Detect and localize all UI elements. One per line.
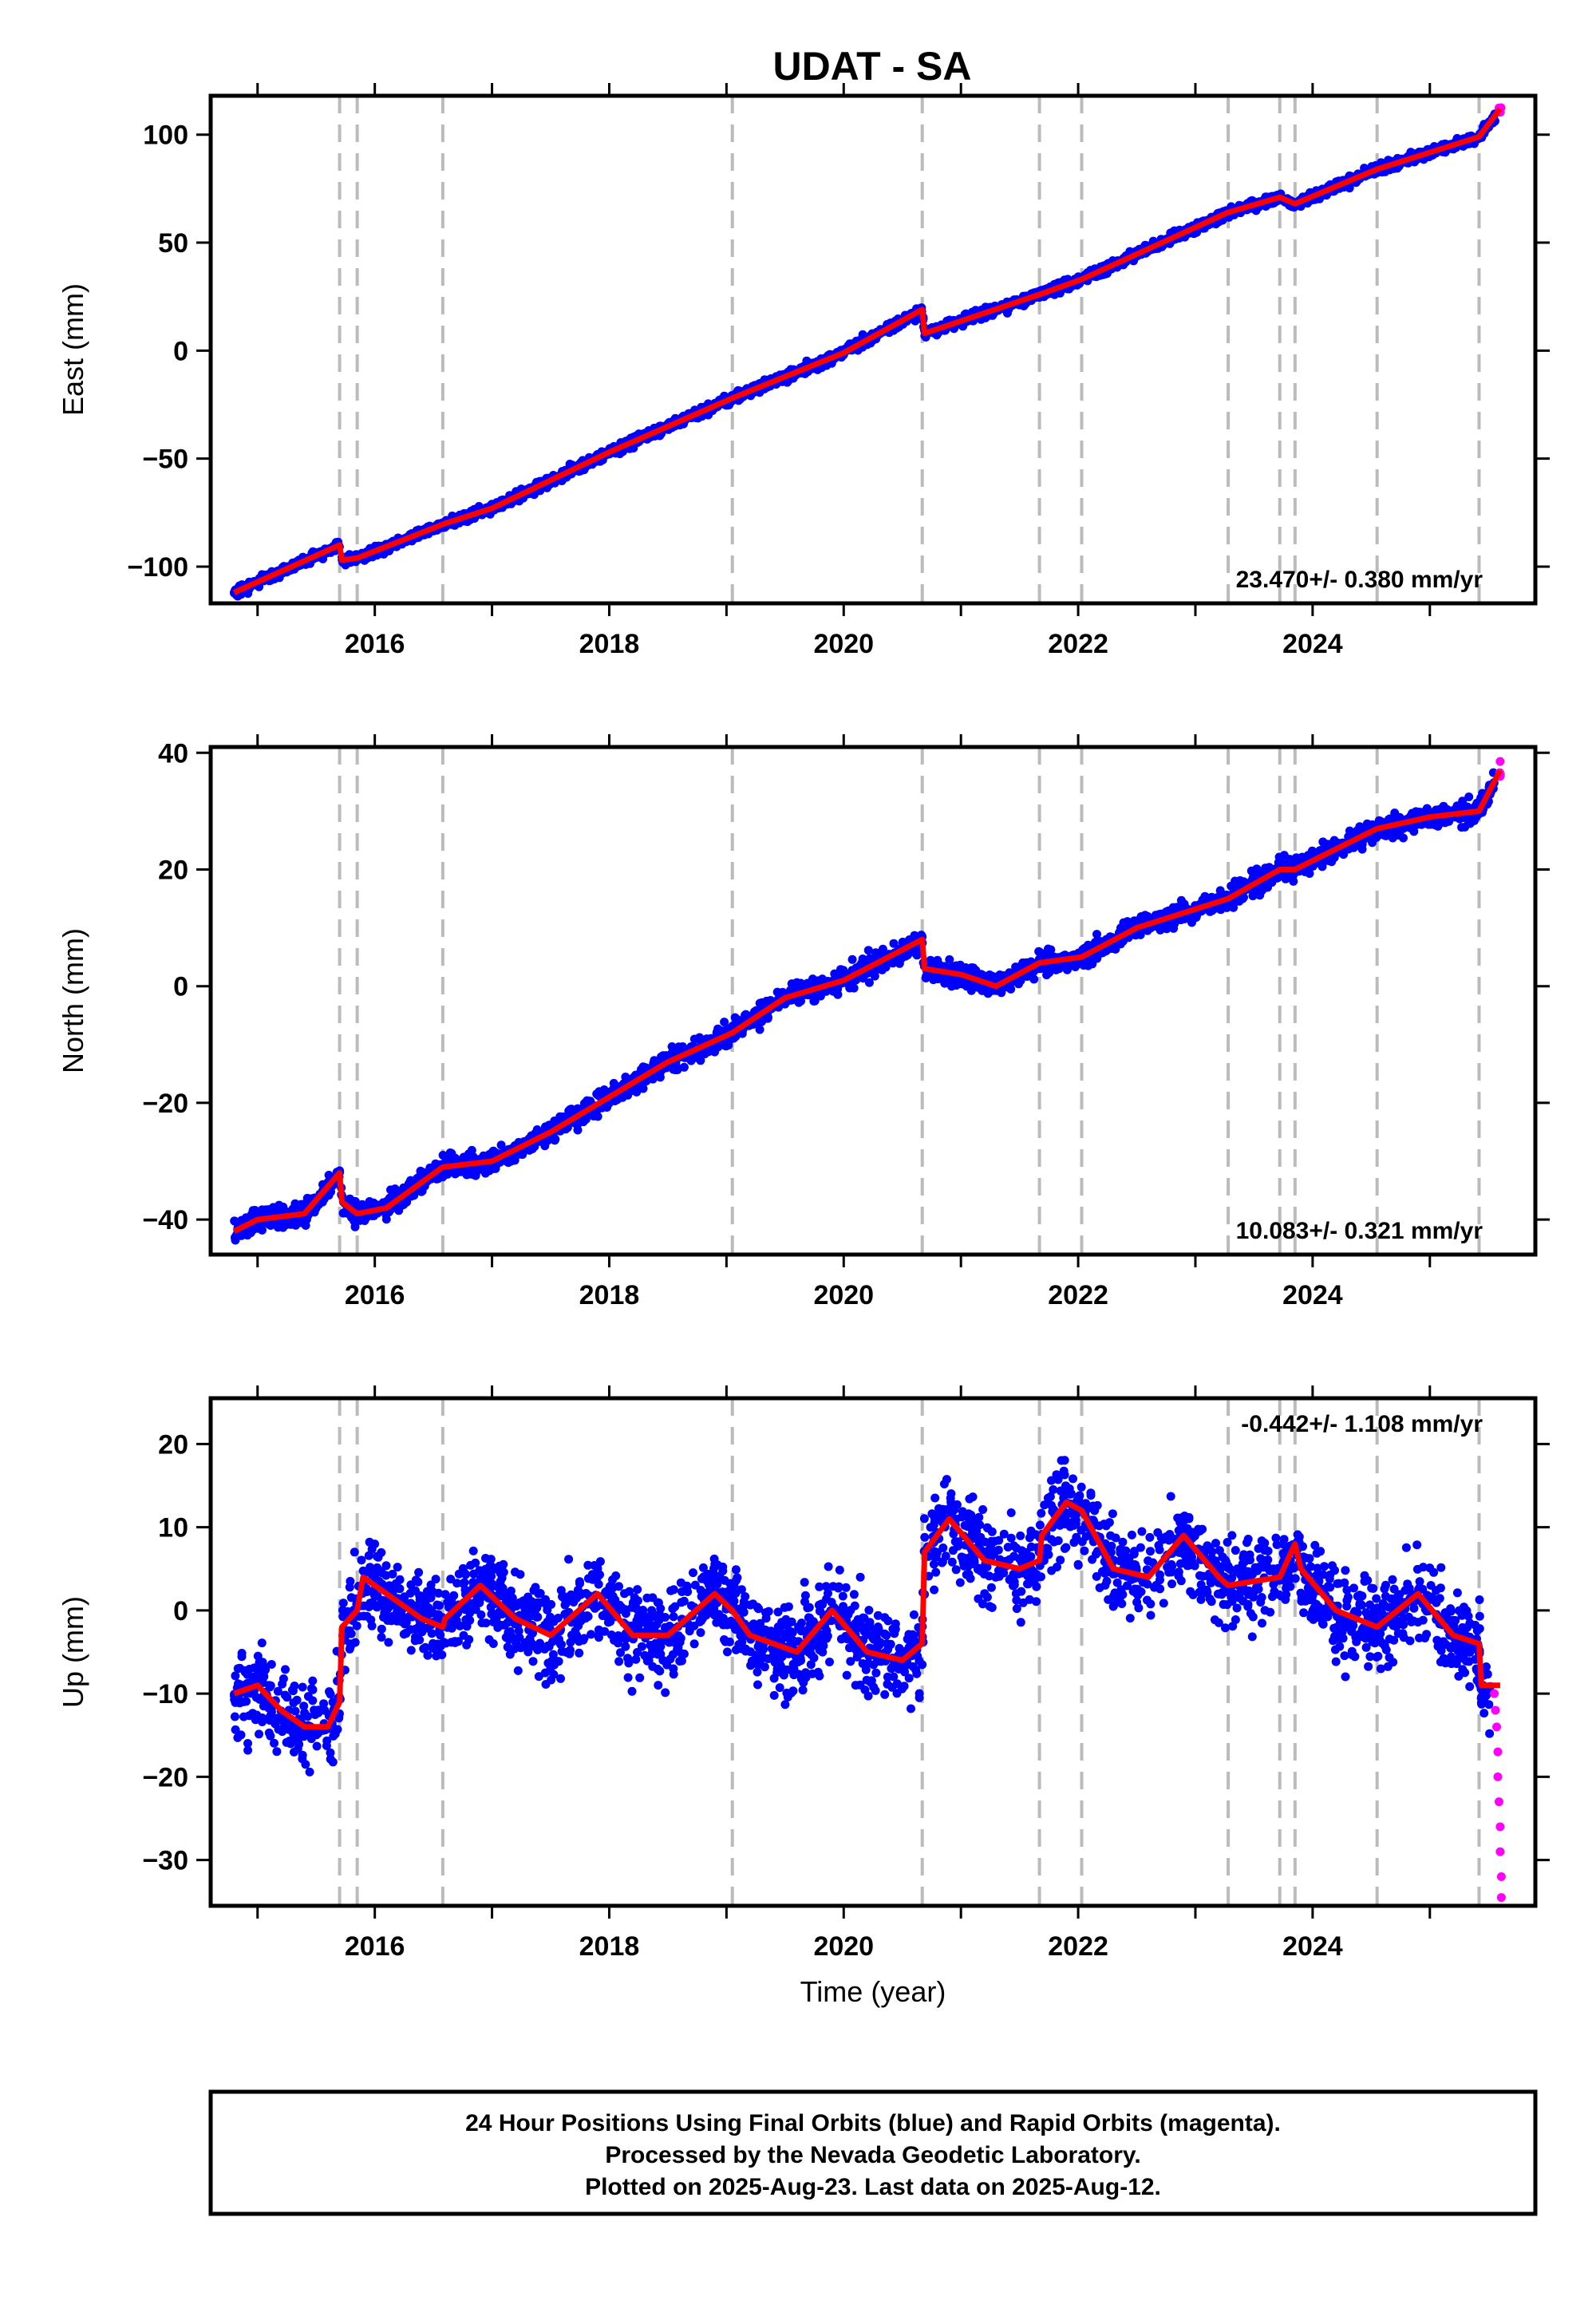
x-tick-label: 2022: [1048, 629, 1108, 659]
x-tick-label: 2024: [1282, 629, 1343, 659]
y-tick-label: 50: [158, 228, 188, 259]
panels: −100 −50 0 50 100 2016 2018 2020 2022 2024 East (m…: [57, 83, 1550, 2008]
y-tick-label: 0: [173, 336, 188, 366]
panel-1: −100 −50 0 50 100 2016 2018 2020 2022 2024 East (m…: [57, 83, 1550, 659]
final-point: [468, 1146, 476, 1155]
x-tick-label: 2016: [345, 629, 405, 659]
y-axis-label: East (mm): [57, 283, 89, 416]
final-point: [574, 1126, 583, 1135]
x-tick-label: 2020: [813, 629, 874, 659]
chart-title: UDAT - SA: [772, 44, 971, 89]
x-tick-label: 2018: [579, 629, 640, 659]
y-tick-label: −50: [142, 445, 188, 475]
final-point: [724, 1041, 733, 1049]
final-point: [1280, 851, 1289, 860]
final-point: [756, 1026, 764, 1034]
rate-label: 23.470+/- 0.380 mm/yr: [1236, 567, 1483, 593]
y-tick-label: −100: [127, 552, 188, 583]
final-point: [848, 955, 857, 964]
plot-background: [211, 96, 1535, 603]
y-tick-label: 100: [143, 121, 188, 151]
final-point: [859, 954, 867, 963]
final-point: [865, 978, 874, 987]
final-point: [230, 1216, 239, 1225]
final-point: [1088, 959, 1096, 968]
final-point: [1029, 975, 1038, 984]
